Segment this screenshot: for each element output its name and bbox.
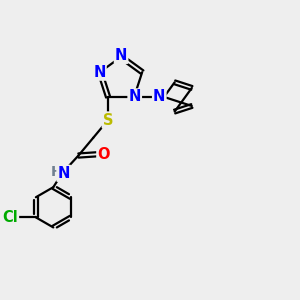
Text: O: O <box>98 146 110 161</box>
Text: N: N <box>128 89 141 104</box>
Text: H: H <box>51 165 63 179</box>
Text: S: S <box>103 112 113 128</box>
Text: N: N <box>153 89 166 104</box>
Text: N: N <box>115 48 127 63</box>
Text: N: N <box>58 166 70 181</box>
Text: N: N <box>93 64 106 80</box>
Text: Cl: Cl <box>2 210 18 225</box>
